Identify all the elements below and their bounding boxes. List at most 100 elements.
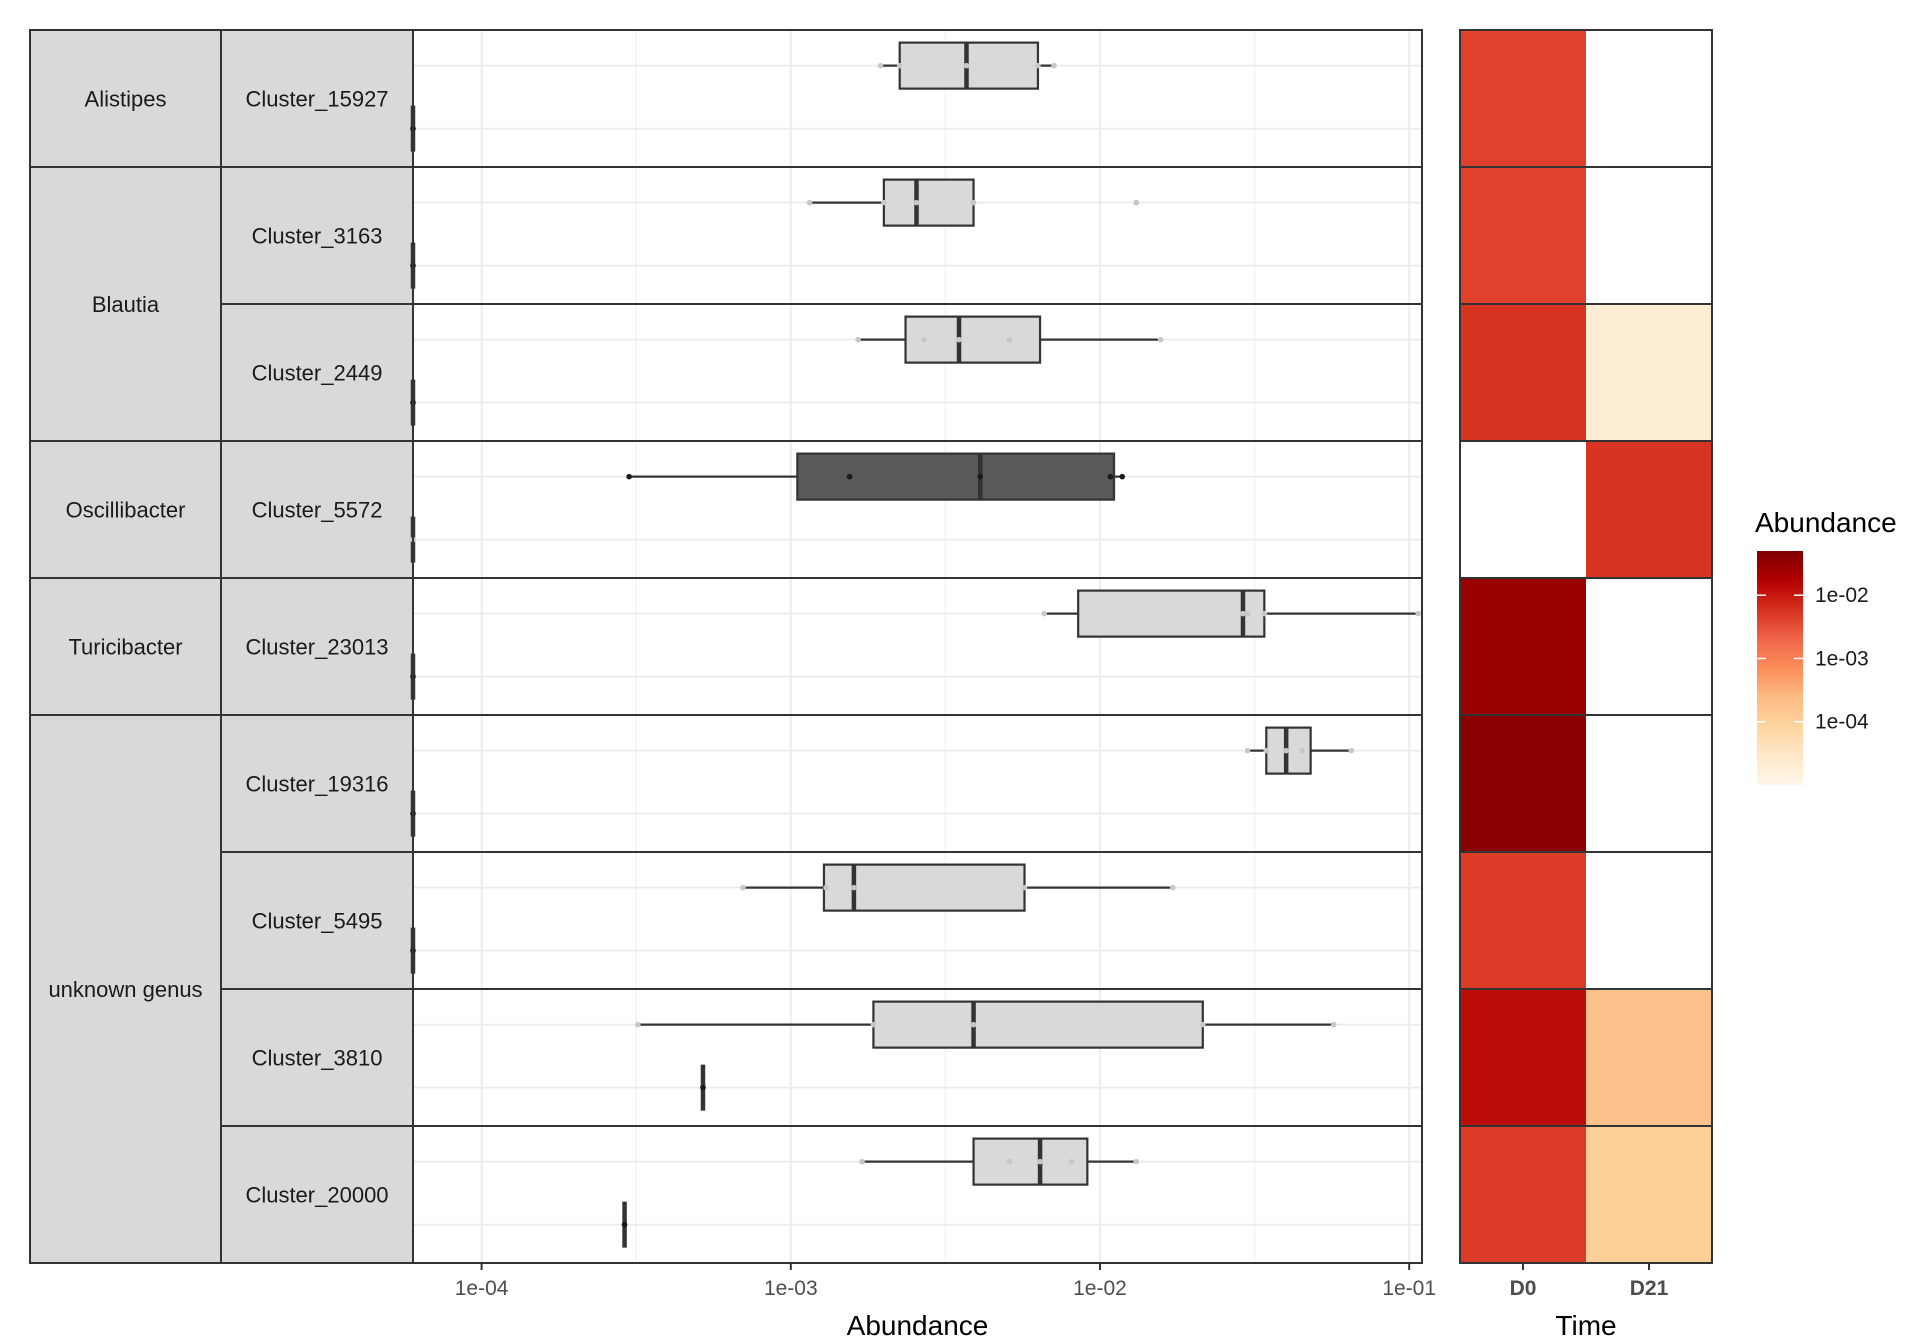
heat-x-tick-label: D21 (1630, 1277, 1669, 1300)
cluster-strip (220, 29, 414, 168)
panel-cluster-19316 (410, 714, 1423, 853)
data-point (877, 62, 884, 69)
data-point (963, 62, 970, 69)
cluster-label: Cluster_15927 (245, 87, 388, 112)
data-point (1283, 747, 1289, 754)
cluster-strip (220, 851, 414, 990)
data-point (1415, 610, 1422, 617)
data-point (1041, 610, 1048, 617)
panel-cluster-15927 (410, 29, 1423, 168)
cluster-strip (220, 988, 414, 1127)
data-point (1299, 747, 1305, 754)
box-iqr (796, 452, 1116, 501)
panel-background (413, 1126, 1422, 1263)
box-d0 (634, 1000, 1337, 1049)
genus-strip (29, 166, 222, 442)
x-tick-label: 1e-04 (455, 1277, 509, 1300)
data-point (1244, 610, 1251, 617)
x-axis: 1e-04 1e-03 1e-02 1e-01 D0 D21 (455, 1263, 1669, 1300)
heatmap (1459, 29, 1713, 1264)
legend-tick-label: 1e-03 (1815, 647, 1869, 670)
x-tick-label: 1e-03 (764, 1277, 818, 1300)
heat-tile (1586, 441, 1712, 578)
box-d0 (806, 178, 1140, 227)
data-point (1263, 747, 1270, 754)
cluster-label: Cluster_20000 (245, 1183, 388, 1208)
data-point (1348, 747, 1355, 754)
data-point (970, 1021, 977, 1028)
data-point (634, 1021, 641, 1028)
panel-cluster-5572 (410, 440, 1423, 579)
heat-border (1459, 29, 1713, 1264)
heat-tile (1460, 989, 1586, 1126)
data-point (855, 336, 861, 343)
heat-tile (1586, 30, 1712, 167)
genus-strip (29, 577, 222, 716)
heat-tile (1586, 578, 1712, 715)
box-d21 (621, 1201, 628, 1248)
panel-cluster-23013 (410, 577, 1423, 716)
heat-tile (1460, 1126, 1586, 1263)
box-d0 (740, 863, 1176, 912)
genus-label: Alistipes (85, 87, 167, 112)
genus-label: Turicibacter (68, 635, 182, 660)
cluster-strip (220, 577, 414, 716)
legend-colorbar (1757, 551, 1803, 785)
data-point (1119, 473, 1126, 480)
heat-tile (1460, 441, 1586, 578)
panel-cluster-2449 (410, 303, 1423, 442)
heat-tile (1586, 852, 1712, 989)
genus-label: Oscillibacter (66, 498, 186, 523)
box-d0 (855, 315, 1164, 364)
heat-tile (1586, 304, 1712, 441)
box-d0 (1244, 726, 1355, 775)
cluster-label: Cluster_3810 (252, 1046, 383, 1071)
data-point (846, 473, 853, 480)
heatmap-x-axis-title: Time (1555, 1310, 1616, 1341)
box-d21 (700, 1064, 706, 1111)
heat-tile (1586, 989, 1712, 1126)
panel-cluster-5495 (410, 851, 1423, 990)
data-point (1037, 1158, 1043, 1165)
heat-tile (1460, 578, 1586, 715)
cluster-label: Cluster_5572 (252, 498, 383, 523)
data-point (1199, 1021, 1206, 1028)
data-point (896, 62, 903, 69)
data-point (1330, 1021, 1337, 1028)
data-point (1021, 884, 1028, 891)
data-point (881, 199, 887, 206)
data-point (977, 473, 984, 480)
data-point (740, 884, 746, 891)
box-iqr (1077, 589, 1266, 638)
data-point (1133, 1158, 1140, 1165)
legend-title: Abundance (1755, 507, 1897, 538)
panel-cluster-3810 (412, 988, 1423, 1127)
data-point (1006, 1158, 1013, 1165)
genus-label: unknown genus (48, 977, 202, 1002)
panel-background (413, 715, 1422, 852)
heat-x-tick-label: D0 (1510, 1277, 1537, 1300)
box-iqr (822, 863, 1026, 912)
data-point (626, 473, 632, 480)
data-point (1051, 62, 1057, 69)
heat-tile (1460, 852, 1586, 989)
box-d0 (859, 1137, 1140, 1186)
panel-background (413, 578, 1422, 715)
genus-strip (29, 714, 222, 1264)
x-tick-label: 1e-01 (1382, 1277, 1436, 1300)
box-iqr (972, 1137, 1089, 1186)
data-point (970, 199, 977, 206)
legend-tick-label: 1e-02 (1815, 584, 1869, 607)
data-point (1157, 336, 1164, 343)
data-point (1107, 473, 1114, 480)
data-point (1244, 747, 1251, 754)
cluster-strip (220, 1125, 414, 1264)
data-point (806, 199, 813, 206)
heat-tile (1586, 167, 1712, 304)
panel-border (412, 1125, 1423, 1264)
heat-tile (1460, 304, 1586, 441)
heat-tile (1460, 715, 1586, 852)
data-point (1068, 1158, 1075, 1165)
box-d0 (877, 41, 1057, 90)
